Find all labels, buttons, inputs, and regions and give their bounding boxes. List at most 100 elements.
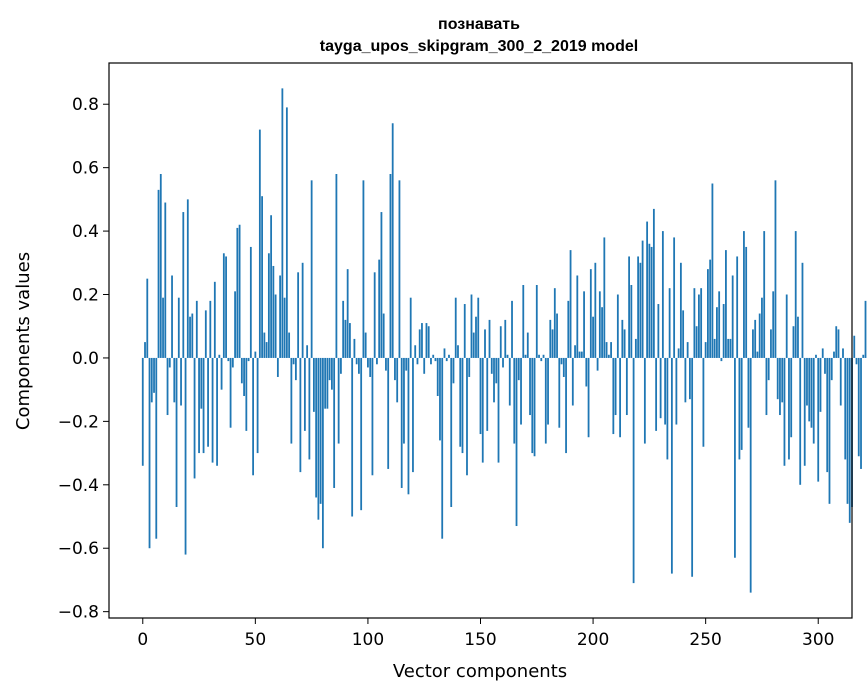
bar [258, 129, 261, 358]
bar [812, 357, 815, 444]
bar [702, 357, 705, 447]
bar [306, 345, 309, 358]
bar [452, 357, 455, 384]
bar [821, 348, 824, 358]
bar [432, 354, 435, 358]
bar [439, 357, 441, 441]
bar [529, 357, 531, 416]
bar [698, 294, 700, 358]
bar [164, 202, 167, 358]
bar [749, 357, 752, 593]
bar [443, 348, 446, 358]
bar [231, 357, 234, 368]
bar [144, 342, 146, 358]
bar [303, 357, 306, 431]
bar [148, 357, 151, 549]
bar [218, 354, 221, 358]
bar [797, 316, 799, 358]
bar [616, 294, 619, 358]
bar [376, 357, 378, 365]
bar [333, 357, 336, 488]
bar [817, 357, 820, 482]
bar [670, 357, 673, 574]
bar [657, 304, 660, 358]
bar [833, 351, 835, 358]
bar [743, 231, 745, 358]
bar [200, 357, 203, 409]
bar [211, 357, 214, 463]
bar [725, 250, 727, 358]
bar [713, 338, 716, 358]
bar [808, 357, 811, 422]
bar [659, 357, 662, 419]
bar [664, 357, 667, 425]
bar [369, 357, 372, 377]
bar [315, 357, 318, 498]
bar [542, 354, 545, 358]
bar [826, 357, 829, 473]
bar [227, 357, 230, 362]
bar [574, 345, 576, 358]
bar [551, 329, 554, 358]
bar [839, 357, 842, 406]
bar [630, 285, 633, 358]
bar [484, 329, 486, 358]
bar [222, 253, 225, 358]
bar [596, 357, 599, 371]
bar [585, 357, 588, 387]
bar [754, 319, 757, 358]
bar [495, 357, 498, 384]
bar [655, 357, 658, 431]
bar [396, 357, 399, 403]
bar [540, 357, 543, 362]
bar [740, 357, 743, 450]
bar [488, 319, 491, 358]
bar [326, 357, 329, 409]
bar [371, 357, 374, 476]
bar [207, 357, 209, 447]
bar [788, 357, 790, 460]
bar [209, 300, 212, 358]
bar [490, 357, 493, 374]
bar [553, 288, 556, 358]
bar [155, 357, 158, 539]
bar [441, 357, 444, 539]
bar [274, 294, 277, 358]
bar [389, 174, 392, 358]
bar [198, 357, 200, 454]
bar [587, 357, 590, 438]
bar [340, 357, 342, 374]
bar [731, 275, 734, 358]
bar [331, 357, 333, 390]
bar [263, 332, 266, 358]
bar [632, 357, 635, 584]
bar [801, 262, 804, 358]
bar [506, 354, 509, 358]
bar [470, 294, 473, 358]
bar [423, 357, 426, 374]
y-tick-label: −0.8 [58, 603, 99, 623]
bar [846, 357, 849, 504]
bar [270, 215, 273, 358]
bar [844, 357, 847, 460]
bar [688, 357, 691, 400]
chart-subtitle: tayga_upos_skipgram_300_2_2019 model [320, 38, 638, 55]
bar [146, 278, 149, 358]
bar [704, 342, 707, 358]
bar [499, 326, 502, 358]
bar [204, 310, 207, 358]
bar [522, 285, 525, 358]
bar [515, 357, 518, 527]
bar [661, 231, 664, 358]
bar [175, 357, 178, 507]
bar [614, 357, 617, 416]
bar [625, 357, 628, 416]
bar [675, 357, 678, 425]
bar [387, 357, 390, 469]
bar [285, 107, 288, 358]
bar [493, 357, 495, 403]
bar [707, 269, 709, 358]
bar [517, 357, 520, 381]
bar [403, 357, 405, 444]
bar [189, 316, 191, 358]
